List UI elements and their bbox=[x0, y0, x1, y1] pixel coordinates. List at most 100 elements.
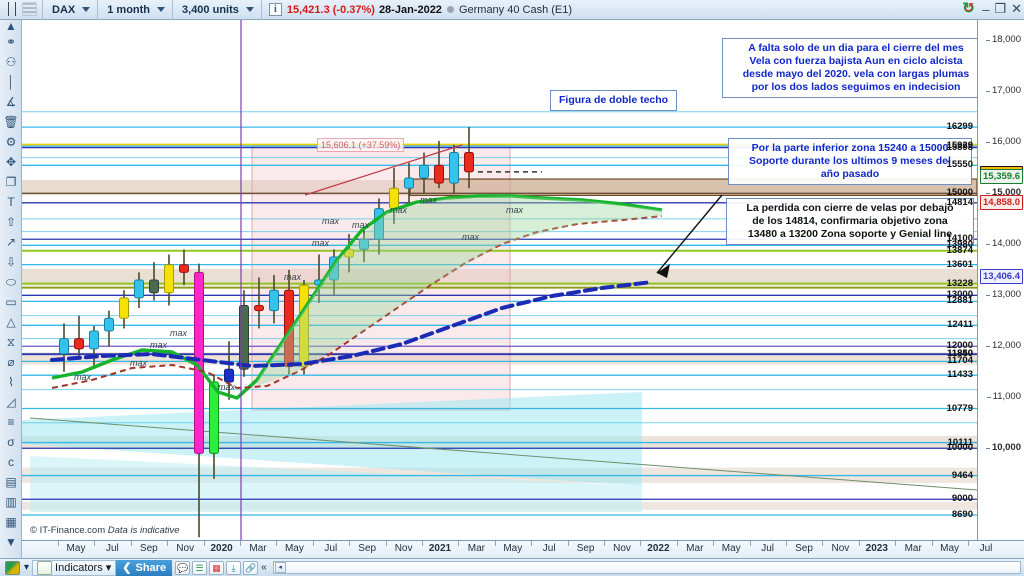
collapse-toolbar-icon[interactable]: ▲ bbox=[5, 19, 17, 33]
date-axis-gridline bbox=[640, 541, 642, 546]
date-axis-tick: Jul bbox=[761, 543, 774, 554]
bid-price-tag[interactable]: 15,359.6 bbox=[980, 169, 1023, 184]
ray-tool-icon[interactable]: ⚇ bbox=[5, 55, 17, 69]
units-selector[interactable]: 3,400 units bbox=[173, 0, 262, 20]
rectangle-tool-icon[interactable]: ▭ bbox=[5, 295, 17, 309]
price-axis[interactable]: 18,000 17,000 16,000 15,000 14,000 13,000 12,0… bbox=[977, 20, 1024, 540]
more-tools-icon[interactable]: ▼ bbox=[5, 535, 17, 549]
andrews-pitchfork-tool-icon[interactable]: ⌀ bbox=[7, 355, 15, 369]
triangle-tool-icon[interactable]: △ bbox=[6, 315, 16, 329]
date-axis-tick: Nov bbox=[394, 543, 413, 554]
info-icon[interactable]: i bbox=[268, 3, 282, 16]
move-tool-icon[interactable]: ✥ bbox=[5, 155, 17, 169]
price-level-label: 14814 bbox=[946, 196, 973, 208]
restore-button[interactable]: ❐ bbox=[994, 1, 1007, 16]
annotation-line: desde mayo del 2020. vela con largas plu… bbox=[742, 68, 970, 80]
fibo-retracement-tool-icon[interactable]: ▤ bbox=[5, 475, 17, 489]
cyan-projection-fan bbox=[22, 392, 642, 486]
annotation-line: A falta solo de un dia para el cierre de… bbox=[748, 42, 964, 54]
candle-body bbox=[404, 177, 414, 189]
candlestick bbox=[239, 290, 249, 377]
comment-icon[interactable]: 💬 bbox=[175, 560, 191, 575]
refresh-icon[interactable] bbox=[962, 0, 977, 17]
candle-max-label: max bbox=[462, 232, 480, 242]
zigzag-tool-icon[interactable]: ⌇ bbox=[8, 375, 14, 389]
scroll-left-button[interactable]: ◂ bbox=[274, 562, 286, 573]
annotation-note-low[interactable]: La perdida con cierre de velas por debaj… bbox=[726, 198, 974, 245]
date-axis-gridline bbox=[531, 541, 533, 546]
chevron-down-icon[interactable] bbox=[245, 7, 254, 12]
table-icon[interactable]: ▦ bbox=[209, 560, 225, 575]
plot-area[interactable]: 15,606.1 (+37.59%) Figura de doble techo… bbox=[22, 20, 977, 540]
stop-price-tag[interactable]: 14,858.0 bbox=[980, 194, 1023, 210]
share-button[interactable]: ❮ Share bbox=[116, 559, 173, 576]
chevron-down-icon[interactable] bbox=[82, 7, 91, 12]
segment-tool-icon[interactable]: ⚭ bbox=[5, 35, 17, 49]
down-arrow-tool-icon[interactable]: ⇩ bbox=[5, 255, 17, 269]
instrument-selector[interactable]: DAX bbox=[43, 0, 99, 20]
gann-fan-tool-icon[interactable]: ◿ bbox=[6, 395, 16, 409]
angle-tool-icon[interactable]: ∡ bbox=[5, 95, 17, 109]
support-zone bbox=[22, 268, 977, 286]
collapse-toolbar-button[interactable]: « bbox=[261, 562, 267, 573]
parallel-channel-tool-icon[interactable]: ⧖ bbox=[6, 334, 16, 349]
close-button[interactable]: ✕ bbox=[1011, 1, 1022, 16]
indicators-button[interactable]: Indicators ▾ bbox=[32, 559, 117, 576]
chevron-down-icon[interactable] bbox=[157, 7, 166, 12]
vertical-line-tool-icon[interactable]: │ bbox=[7, 75, 15, 89]
candle-body bbox=[89, 330, 99, 350]
cycles-tool-icon[interactable]: c bbox=[8, 455, 14, 469]
candlestick bbox=[434, 140, 444, 189]
date-axis-gridline bbox=[276, 541, 278, 546]
candle-body bbox=[254, 304, 264, 312]
fibonacci-tool-icon[interactable]: ≡ bbox=[7, 415, 15, 429]
date-axis-gridline bbox=[749, 541, 751, 546]
pattern-annotation[interactable]: Figura de doble techo bbox=[550, 90, 678, 111]
long-term-trendline[interactable] bbox=[29, 417, 977, 491]
export-icon[interactable]: ⤓ bbox=[226, 560, 242, 575]
date-axis-gridline bbox=[240, 541, 241, 546]
date-axis[interactable]: May Jul Sep Nov 2020 Mar May Jul Sep Nov 2021 Mar Ma… bbox=[22, 540, 1024, 558]
arrow-tool-icon[interactable]: ↗ bbox=[5, 235, 17, 249]
candlestick bbox=[134, 272, 144, 309]
link-icon[interactable]: 🔗 bbox=[243, 560, 259, 575]
annotation-note-mid[interactable]: Por la parte inferior zona 15240 a 15000… bbox=[728, 138, 972, 185]
text-tool-icon[interactable]: T bbox=[7, 195, 15, 209]
horizontal-scrollbar[interactable]: ◂ bbox=[272, 561, 1021, 574]
price-axis-tick: 17,000 bbox=[985, 85, 1021, 97]
price-axis-tick: 15,000 bbox=[985, 187, 1021, 199]
cyan-projection-fan-lower bbox=[30, 456, 642, 512]
timeframe-selector[interactable]: 1 month bbox=[98, 0, 174, 20]
date-axis-gridline bbox=[713, 541, 715, 546]
annotation-line: Vela con fuerza bajista Aun en ciclo alc… bbox=[749, 55, 963, 67]
bar-chart-icon[interactable] bbox=[22, 2, 38, 17]
minimize-button[interactable]: – bbox=[982, 1, 990, 17]
fibo-extension-tool-icon[interactable]: ▥ bbox=[5, 495, 17, 509]
indicators-caret-icon[interactable]: ▾ bbox=[105, 562, 112, 574]
delete-tool-icon[interactable]: 🗑 bbox=[3, 115, 19, 129]
date-axis-gridline bbox=[422, 541, 423, 546]
properties-tool-icon[interactable]: ⚙ bbox=[5, 135, 17, 149]
candle-body bbox=[449, 152, 459, 184]
pencil-tool-icon[interactable] bbox=[5, 560, 20, 575]
annotation-note-top[interactable]: A falta solo de un dia para el cierre de… bbox=[722, 38, 977, 98]
list-icon[interactable]: ☰ bbox=[192, 560, 208, 575]
up-arrow-tool-icon[interactable]: ⇧ bbox=[5, 215, 17, 229]
date-axis-tick: May bbox=[503, 543, 523, 554]
copy-tool-icon[interactable]: ❐ bbox=[5, 175, 17, 189]
measure-diagonal[interactable] bbox=[304, 144, 463, 196]
date-axis-gridline bbox=[58, 541, 59, 546]
draw-caret-icon[interactable]: ▾ bbox=[24, 562, 30, 573]
drawing-toolbar: ▲⚭⚇│∡🗑⚙✥❐T⇧↗⇩⬭▭△⧖⌀⌇◿≡σc▤▥▦▼⁘ bbox=[0, 19, 22, 569]
fibo-timezone-tool-icon[interactable]: ▦ bbox=[5, 515, 17, 529]
indicator-price-tag[interactable]: 13,406.4 bbox=[980, 268, 1023, 284]
market-name: Germany 40 Cash (E1) bbox=[458, 3, 573, 16]
candlestick-chart-icon[interactable] bbox=[4, 2, 20, 17]
annotation-line: La perdida con cierre de velas por debaj… bbox=[746, 202, 954, 214]
price-level-label: 13601 bbox=[946, 258, 973, 270]
sigma-tool-icon[interactable]: σ bbox=[7, 435, 15, 449]
quote-date: 28-Jan-2022 bbox=[378, 3, 442, 16]
draw-tool-button[interactable]: ▾ bbox=[2, 560, 32, 576]
candlestick bbox=[449, 144, 459, 194]
ellipse-tool-icon[interactable]: ⬭ bbox=[5, 274, 17, 289]
